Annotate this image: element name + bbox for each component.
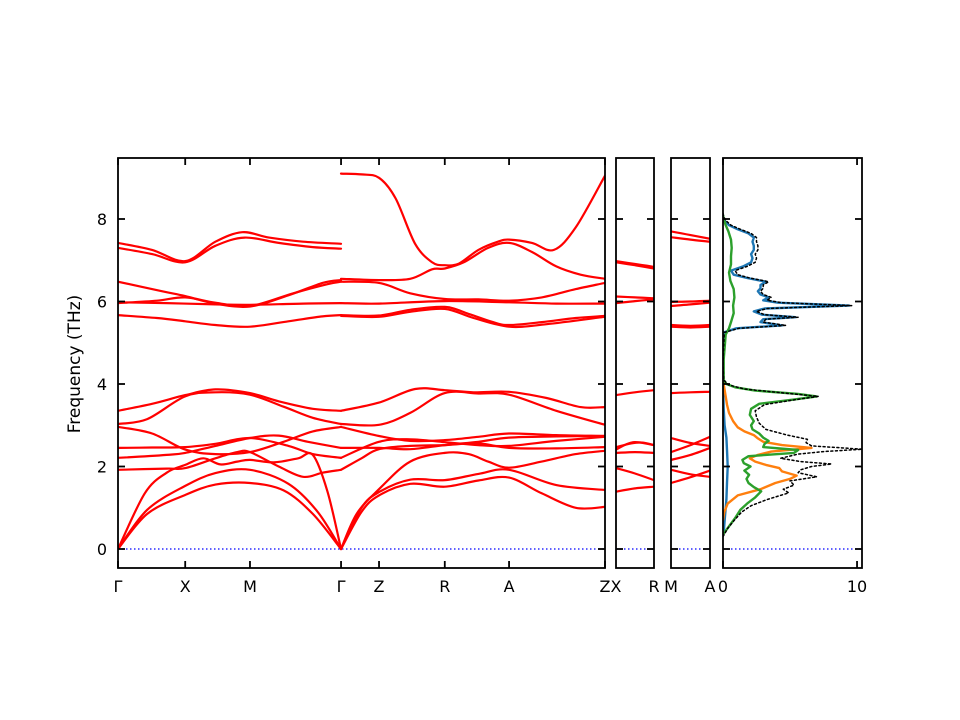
x-tick-label-main: A: [504, 577, 515, 596]
x-tick-label-ma: A: [705, 577, 716, 596]
x-tick-label-main: Γ: [114, 577, 123, 596]
y-tick-label: 8: [97, 210, 107, 229]
partial-dos-green-curve: [723, 213, 818, 536]
y-axis-label: Frequency (THz): [65, 295, 85, 434]
band-curves-xr: [616, 260, 654, 493]
band-curves-main: [118, 172, 605, 551]
x-tick-label-xr: X: [611, 577, 622, 596]
dos-curves: [723, 212, 862, 538]
total-dos-curve: [723, 212, 862, 538]
x-tick-label-main: Z: [374, 577, 385, 596]
x-tick-label-main: Z: [600, 577, 611, 596]
x-tick-label-main: R: [439, 577, 450, 596]
band-curves-ma: [671, 230, 710, 485]
y-tick-label: 4: [97, 375, 107, 394]
x-tick-label-dos: 0: [718, 577, 728, 596]
partial-dos-blue-curve: [723, 215, 851, 534]
y-tick-label: 2: [97, 458, 107, 477]
partial-dos-orange-curve: [723, 370, 813, 522]
x-tick-label-main: Γ: [337, 577, 346, 596]
x-tick-label-main: M: [243, 577, 257, 596]
axes-frames: [117, 157, 863, 569]
x-tick-label-xr: R: [648, 577, 659, 596]
x-tick-label-ma: M: [664, 577, 678, 596]
y-tick-label: 0: [97, 540, 107, 559]
x-tick-label-main: X: [180, 577, 191, 596]
y-tick-label: 6: [97, 293, 107, 312]
x-tick-label-dos: 10: [847, 577, 867, 596]
